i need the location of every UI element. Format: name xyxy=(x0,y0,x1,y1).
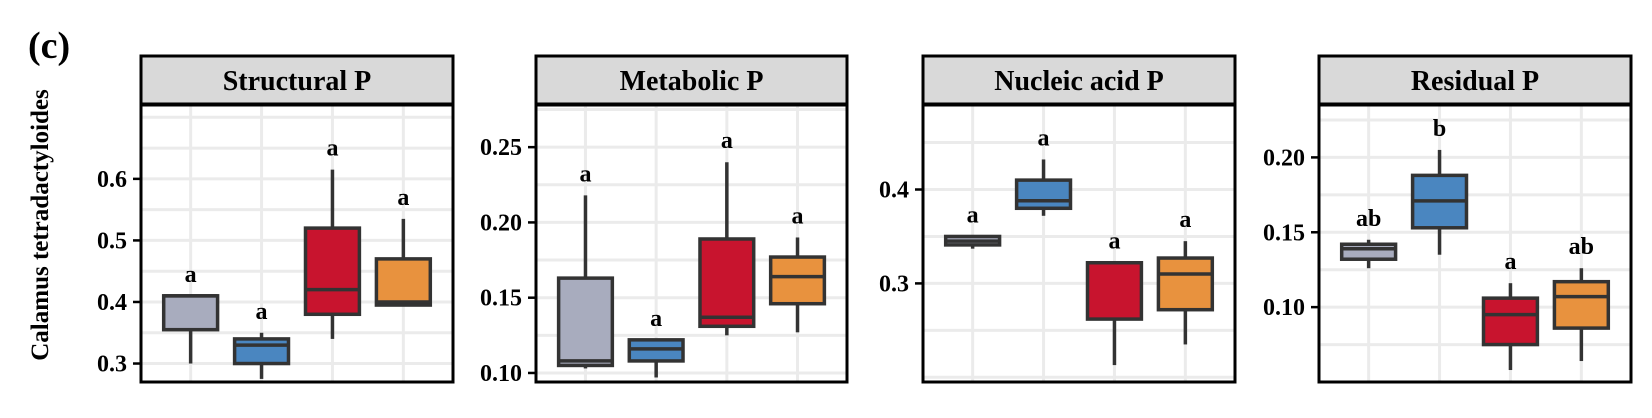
panel-3: 0.3 0.4 a a a a Nucleic acid P xyxy=(879,54,1237,384)
significance-letter: a xyxy=(650,306,662,332)
significance-letter: a xyxy=(397,185,409,211)
significance-letter: a xyxy=(1108,229,1120,255)
significance-letter: a xyxy=(1038,125,1050,151)
y-tick-label: 0.25 xyxy=(480,135,522,161)
significance-letter: a xyxy=(1504,249,1516,275)
box-group-3: a xyxy=(1481,249,1540,371)
box-group-1: a xyxy=(161,262,220,364)
significance-letter: a xyxy=(792,203,804,229)
panel-2: 0.10 0.15 0.20 0.25 a a a a Metabolic P xyxy=(480,54,849,387)
facet-strip xyxy=(1317,54,1633,106)
significance-letter: a xyxy=(326,136,338,162)
significance-letter: b xyxy=(1433,116,1446,142)
y-tick-label: 0.15 xyxy=(480,286,522,312)
panel-label: (c) xyxy=(28,25,70,67)
y-axis-label: Calamus tetradactyloides xyxy=(27,89,54,361)
box xyxy=(698,237,756,329)
facet-title: Structural P xyxy=(223,66,372,97)
box-group-3: a xyxy=(303,136,362,339)
y-tick-label: 0.5 xyxy=(97,228,127,254)
y-tick-label: 0.6 xyxy=(97,167,127,193)
box xyxy=(1552,279,1611,330)
significance-letter: a xyxy=(256,299,268,325)
y-tick-label: 0.3 xyxy=(879,271,909,297)
facet-title: Nucleic acid P xyxy=(994,66,1164,97)
panel-1: 0.3 0.4 0.5 0.6 a a a a Structural P xyxy=(97,54,455,384)
box-group-1: a xyxy=(943,202,1002,249)
box-group-2: a xyxy=(232,299,291,379)
box xyxy=(232,337,291,366)
box-group-4: a xyxy=(1156,207,1215,345)
significance-letter: ab xyxy=(1569,234,1594,260)
y-tick-label: 0.20 xyxy=(480,210,522,236)
box xyxy=(374,257,433,307)
box xyxy=(1085,260,1144,321)
box-group-3: a xyxy=(698,128,756,336)
box xyxy=(1014,178,1073,211)
y-tick-label: 0.4 xyxy=(879,178,909,204)
significance-letter: a xyxy=(1179,207,1191,233)
y-tick-label: 0.10 xyxy=(1263,295,1305,321)
box xyxy=(556,276,615,368)
facet-strip xyxy=(921,54,1237,106)
facet-title: Metabolic P xyxy=(620,66,764,97)
significance-letter: ab xyxy=(1356,206,1381,232)
box-group-4: ab xyxy=(1552,234,1611,362)
y-tick-label: 0.3 xyxy=(97,352,127,378)
y-tick-label: 0.20 xyxy=(1263,145,1305,171)
significance-letter: a xyxy=(967,202,979,228)
panel-4: 0.10 0.15 0.20 ab b a ab Residual P xyxy=(1263,54,1633,384)
facet-strip xyxy=(139,54,455,106)
plot-area xyxy=(141,105,453,382)
box-group-4: a xyxy=(374,185,433,307)
panels: 0.3 0.4 0.5 0.6 a a a a Structural P 0.10 0.15 0.20… xyxy=(97,54,1633,387)
box xyxy=(768,255,827,306)
box xyxy=(161,294,220,332)
y-tick-label: 0.4 xyxy=(97,290,127,316)
box xyxy=(1339,242,1398,261)
box xyxy=(303,226,362,317)
box-group-2: a xyxy=(1014,125,1073,216)
box-group-1: ab xyxy=(1339,206,1398,269)
y-tick-label: 0.15 xyxy=(1263,220,1305,246)
box-group-4: a xyxy=(768,203,827,333)
significance-letter: a xyxy=(721,128,733,154)
significance-letter: a xyxy=(185,262,197,288)
facet-strip xyxy=(534,54,849,106)
y-tick-label: 0.10 xyxy=(480,361,522,387)
box-group-3: a xyxy=(1085,229,1144,366)
box-group-2: a xyxy=(627,306,685,378)
facet-title: Residual P xyxy=(1411,66,1539,97)
significance-letter: a xyxy=(579,161,591,187)
box xyxy=(1481,296,1540,347)
box xyxy=(1156,256,1215,312)
box-group-2: b xyxy=(1410,116,1469,255)
box-group-1: a xyxy=(556,161,615,369)
